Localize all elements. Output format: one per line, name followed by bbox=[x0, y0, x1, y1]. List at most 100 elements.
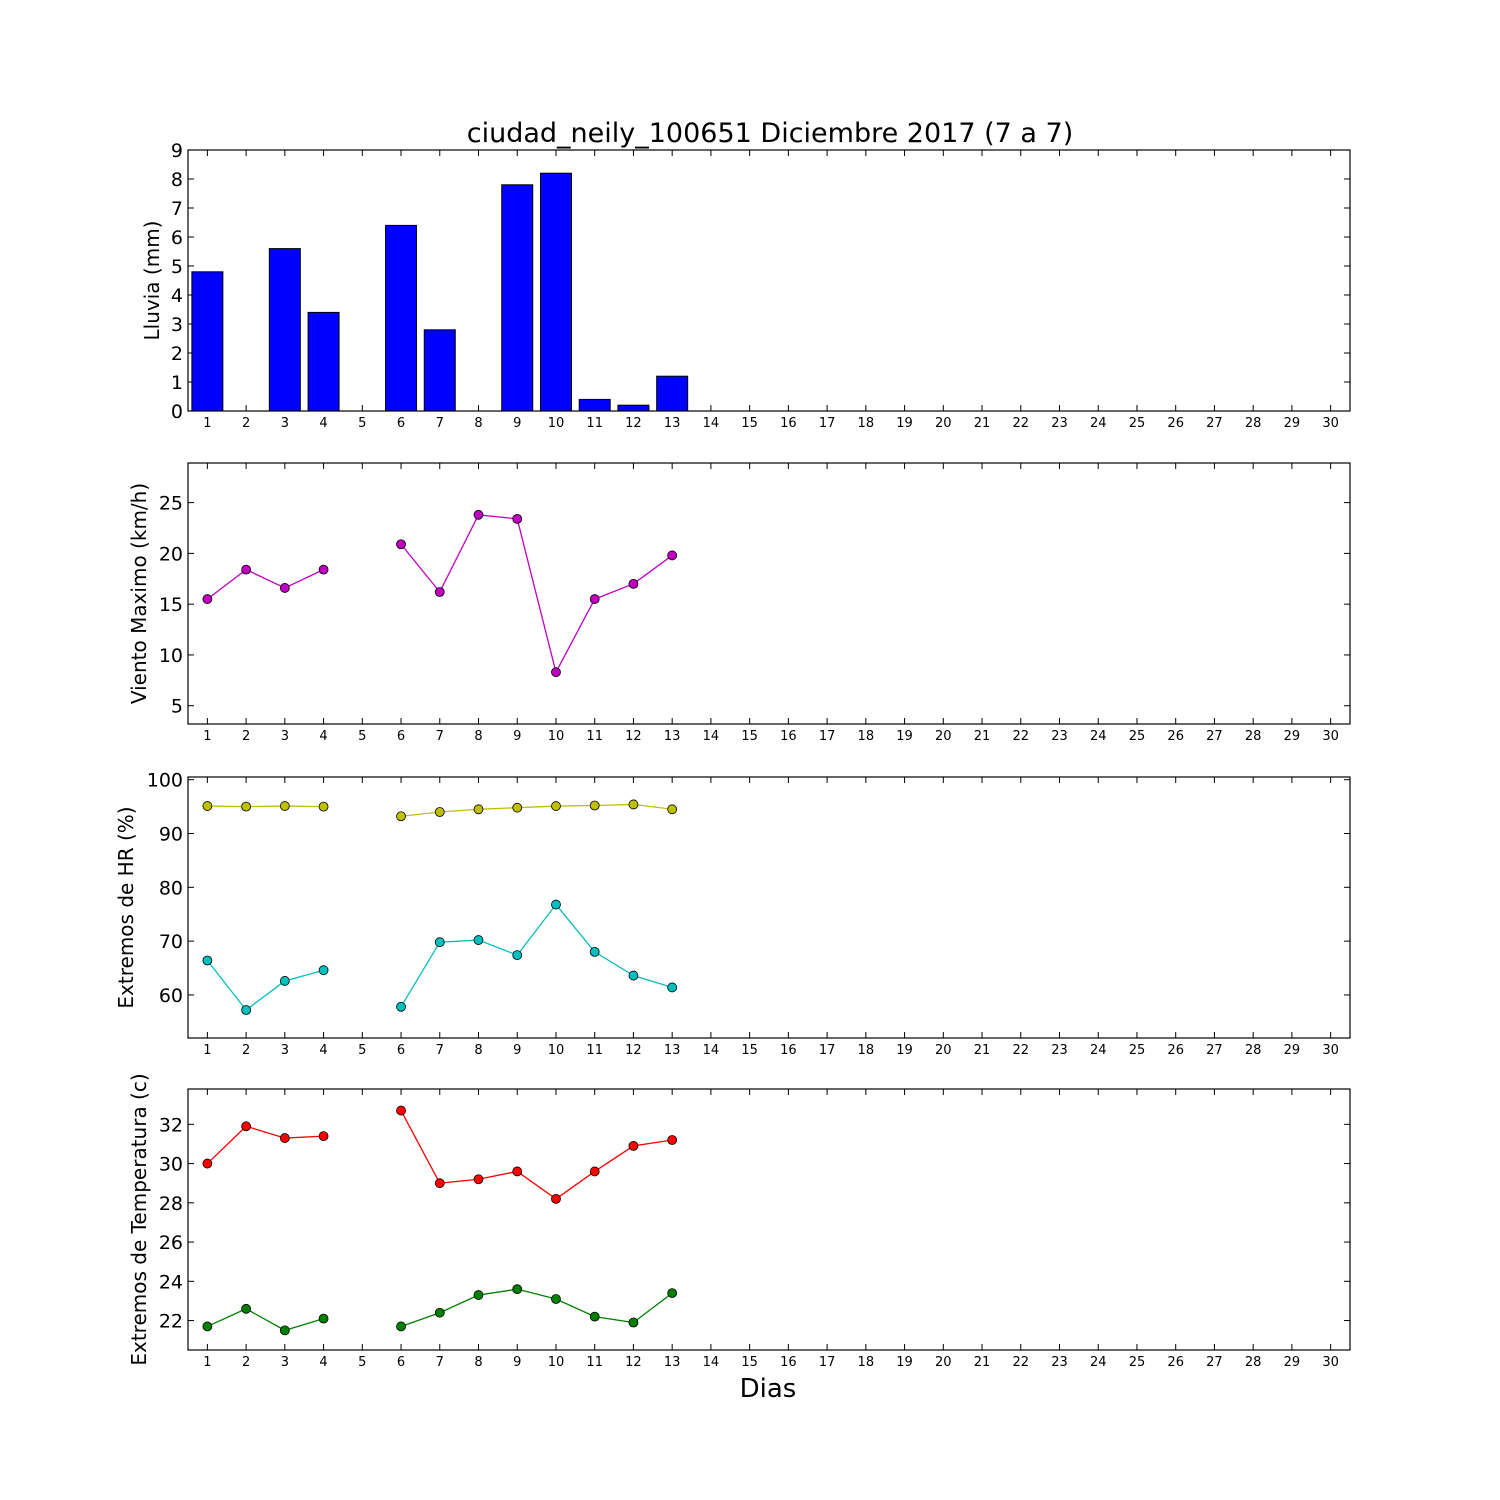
x-tick-label: 23 bbox=[1051, 729, 1068, 744]
x-tick-label: 27 bbox=[1206, 416, 1223, 431]
x-tick-label: 23 bbox=[1051, 1355, 1068, 1370]
data-point bbox=[628, 1141, 639, 1151]
x-tick-label: 28 bbox=[1245, 729, 1262, 744]
x-tick-label: 27 bbox=[1206, 1043, 1223, 1058]
y-tick-label: 4 bbox=[171, 285, 183, 307]
data-point bbox=[589, 594, 600, 604]
data-point bbox=[551, 801, 561, 811]
y-tick-label: 8 bbox=[171, 169, 183, 191]
x-tick-label: 9 bbox=[513, 1355, 521, 1370]
data-point bbox=[473, 935, 484, 945]
x-tick-label: 20 bbox=[935, 1043, 952, 1058]
data-point bbox=[241, 564, 252, 575]
series-line bbox=[207, 805, 324, 808]
series-line bbox=[206, 960, 324, 1011]
series-line bbox=[206, 1125, 324, 1165]
y-tick-label: 2 bbox=[171, 343, 183, 365]
x-tick-label: 24 bbox=[1090, 1355, 1107, 1370]
y-tick-label: 5 bbox=[171, 256, 183, 278]
y-tick-label: 9 bbox=[171, 140, 183, 162]
x-tick-label: 7 bbox=[436, 729, 444, 744]
data-point bbox=[318, 564, 329, 575]
data-point bbox=[628, 970, 639, 981]
x-tick-label: 22 bbox=[1012, 1355, 1029, 1370]
data-point bbox=[512, 950, 523, 961]
y-tick-label: 10 bbox=[159, 645, 183, 667]
x-tick-label: 23 bbox=[1051, 416, 1068, 431]
x-tick-label: 6 bbox=[397, 416, 405, 431]
data-point bbox=[279, 1325, 290, 1336]
data-point bbox=[318, 965, 329, 976]
bar bbox=[268, 248, 301, 412]
x-tick-label: 19 bbox=[896, 729, 913, 744]
y-tick-label: 22 bbox=[159, 1311, 183, 1333]
x-tick-label: 6 bbox=[397, 729, 405, 744]
y-tick-label: 25 bbox=[159, 493, 183, 515]
y-tick-label: 5 bbox=[171, 696, 183, 718]
x-tick-label: 30 bbox=[1322, 1355, 1339, 1370]
series-line bbox=[400, 1110, 673, 1200]
data-point bbox=[551, 1193, 561, 1204]
x-tick-label: 3 bbox=[281, 416, 289, 431]
y-tick-label: 80 bbox=[159, 877, 183, 899]
data-point bbox=[318, 1313, 329, 1324]
x-tick-label: 6 bbox=[397, 1355, 405, 1370]
x-tick-label: 17 bbox=[819, 416, 836, 431]
x-tick-label: 15 bbox=[741, 1043, 758, 1058]
data-point bbox=[434, 1178, 445, 1189]
data-point bbox=[628, 1317, 639, 1328]
y-axis-label: Viento Maximo (km/h) bbox=[127, 483, 151, 704]
x-tick-label: 19 bbox=[896, 1043, 913, 1058]
bar bbox=[501, 184, 534, 412]
bar bbox=[539, 172, 572, 412]
x-tick-label: 5 bbox=[358, 416, 366, 431]
x-tick-label: 25 bbox=[1129, 1043, 1146, 1058]
x-tick-label: 16 bbox=[780, 1043, 797, 1058]
x-tick-label: 21 bbox=[974, 416, 991, 431]
data-point bbox=[512, 1166, 523, 1177]
data-point bbox=[473, 1290, 484, 1300]
data-point bbox=[202, 801, 213, 811]
x-tick-label: 9 bbox=[513, 416, 521, 431]
x-tick-label: 30 bbox=[1322, 729, 1339, 744]
data-point bbox=[279, 583, 290, 593]
y-tick-label: 32 bbox=[159, 1114, 183, 1136]
x-tick-label: 18 bbox=[858, 729, 875, 744]
y-axis-label: Lluvia (mm) bbox=[140, 221, 164, 341]
x-tick-label: 12 bbox=[625, 1043, 642, 1058]
x-tick-label: 26 bbox=[1167, 416, 1184, 431]
data-point bbox=[396, 1001, 406, 1012]
x-tick-label: 8 bbox=[474, 1043, 482, 1058]
x-tick-label: 29 bbox=[1284, 1355, 1301, 1370]
data-point bbox=[396, 1105, 406, 1116]
x-tick-label: 20 bbox=[935, 1355, 952, 1370]
x-tick-label: 24 bbox=[1090, 416, 1107, 431]
y-tick-label: 100 bbox=[147, 770, 183, 792]
x-axis-label: Dias bbox=[740, 1374, 797, 1404]
x-tick-label: 11 bbox=[586, 1355, 603, 1370]
x-tick-label: 19 bbox=[896, 416, 913, 431]
x-tick-label: 25 bbox=[1129, 1355, 1146, 1370]
x-tick-label: 24 bbox=[1090, 729, 1107, 744]
data-point bbox=[473, 1174, 484, 1185]
x-tick-label: 27 bbox=[1206, 1355, 1223, 1370]
x-tick-label: 30 bbox=[1322, 1043, 1339, 1058]
x-tick-label: 21 bbox=[974, 729, 991, 744]
x-tick-label: 2 bbox=[242, 1043, 250, 1058]
data-point bbox=[667, 982, 678, 993]
series-line bbox=[207, 1308, 324, 1332]
x-tick-label: 3 bbox=[281, 1355, 289, 1370]
bar bbox=[656, 375, 689, 412]
data-point bbox=[318, 1131, 329, 1141]
x-tick-label: 19 bbox=[896, 1355, 913, 1370]
x-tick-label: 12 bbox=[625, 416, 642, 431]
y-tick-label: 26 bbox=[159, 1232, 183, 1254]
x-tick-label: 15 bbox=[741, 729, 758, 744]
x-tick-label: 11 bbox=[586, 1043, 603, 1058]
data-point bbox=[396, 1321, 406, 1332]
x-tick-label: 18 bbox=[858, 1355, 875, 1370]
x-tick-label: 21 bbox=[974, 1043, 991, 1058]
x-tick-label: 14 bbox=[703, 1043, 720, 1058]
x-tick-label: 27 bbox=[1206, 729, 1223, 744]
